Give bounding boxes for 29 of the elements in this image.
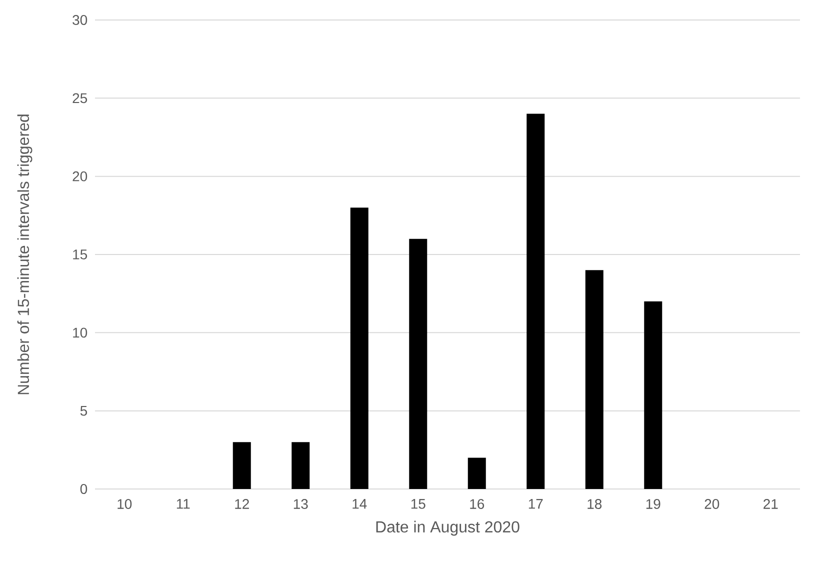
bar: [232, 442, 251, 489]
x-tick-label: 18: [588, 499, 602, 509]
x-tick-label: 14: [352, 499, 367, 509]
x-tick-label: 13: [294, 499, 308, 509]
x-tick-label: 21: [764, 499, 778, 509]
y-tick-label: 30: [72, 15, 88, 25]
bar: [409, 238, 428, 489]
x-tick-label: 16: [470, 499, 484, 509]
bar: [350, 208, 368, 489]
x-tick-label: 17: [528, 499, 543, 509]
bar: [585, 270, 604, 489]
bar: [526, 114, 545, 489]
x-tick-label: 19: [646, 499, 660, 509]
y-tick-label: 5: [80, 406, 88, 416]
y-tick-label: 25: [72, 93, 88, 104]
y-tick-label: 15: [73, 250, 88, 260]
x-tick-label: 11: [176, 499, 190, 509]
y-tick-label: 0: [80, 484, 88, 494]
y-tick-label: 20: [72, 171, 88, 182]
y-axis-title: Number of 15-minute intervals triggered: [17, 114, 32, 394]
y-tick-label: 10: [73, 328, 88, 338]
x-tick-label: 10: [118, 499, 132, 509]
x-axis-title: Date in August 2020: [376, 520, 520, 536]
x-tick-label: 20: [704, 499, 720, 509]
bar: [644, 301, 662, 489]
x-tick-label: 12: [235, 499, 249, 509]
bar: [468, 458, 486, 489]
bar: [292, 442, 310, 489]
x-tick-label: 15: [411, 499, 426, 509]
